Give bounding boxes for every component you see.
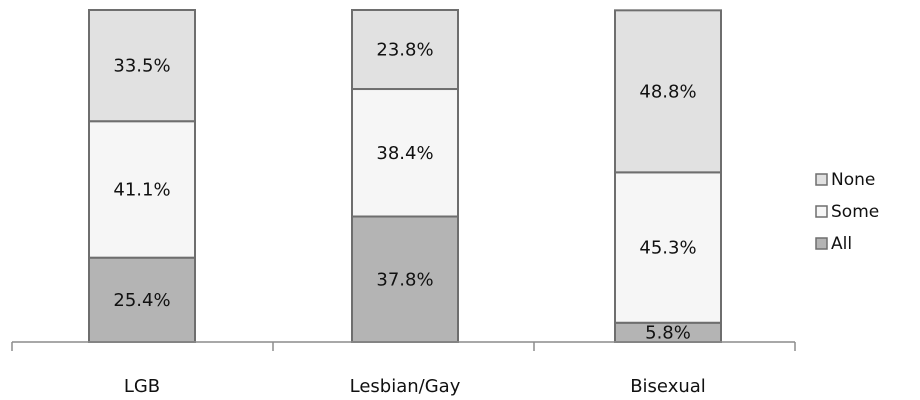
data-label-lesbian-gay-some: 38.4% (376, 143, 433, 164)
legend-swatch-some (815, 205, 828, 218)
data-label-bisexual-some: 45.3% (639, 238, 696, 259)
category-label-lgb: LGB (124, 376, 160, 397)
bar-lesbian-gay-all (351, 215, 459, 343)
category-label-bisexual: Bisexual (630, 376, 706, 397)
legend-swatch-all (815, 237, 828, 250)
legend: None Some All (815, 170, 879, 254)
data-label-lgb-none: 33.5% (113, 56, 170, 77)
legend-label-some: Some (831, 202, 879, 222)
data-label-lesbian-gay-all: 37.8% (376, 269, 433, 290)
bar-lesbian-gay-some (351, 88, 459, 218)
data-label-lgb-some: 41.1% (113, 179, 170, 200)
x-axis: LGB Lesbian/Gay Bisexual (11, 341, 796, 397)
data-label-lesbian-gay-none: 23.8% (376, 40, 433, 61)
bar-bisexual-none (614, 9, 722, 174)
bar-lgb-none (88, 9, 196, 123)
bars-group: 25.4% 41.1% 33.5% 37.8% 38.4% 23.8% 5.8% 45.3% 4… (88, 9, 722, 343)
data-label-bisexual-all: 5.8% (645, 322, 691, 343)
bar-lgb-all (88, 256, 196, 343)
bar-lesbian-gay-none (351, 9, 459, 91)
data-label-bisexual-none: 48.8% (639, 81, 696, 102)
legend-swatch-none (815, 173, 828, 186)
bar-lgb-some (88, 120, 196, 259)
category-label-lesbian-gay: Lesbian/Gay (350, 376, 461, 397)
data-label-lgb-all: 25.4% (113, 290, 170, 311)
bar-bisexual-some (614, 171, 722, 324)
legend-label-all: All (831, 234, 852, 254)
legend-label-none: None (831, 170, 875, 190)
